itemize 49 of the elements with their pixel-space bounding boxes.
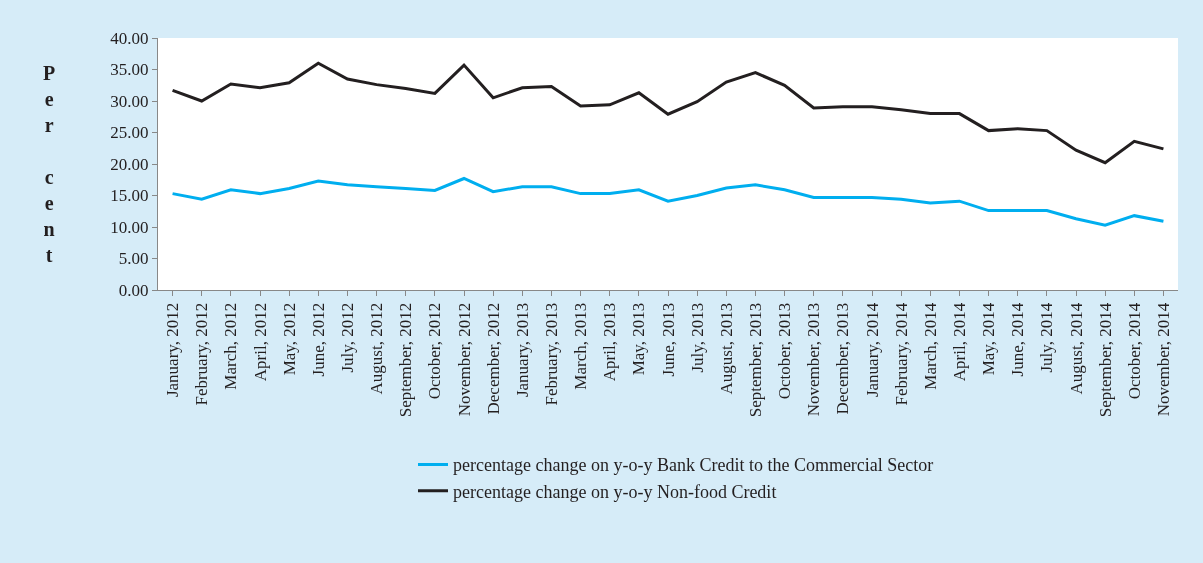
x-tick-label: June, 2014: [1008, 302, 1028, 377]
line-series: [171, 61, 1165, 165]
x-tick-label: February, 2014: [891, 302, 911, 406]
x-tick-label: November, 2014: [1153, 302, 1173, 417]
y-tick-label: 25.00: [110, 123, 149, 143]
x-tick-label: October, 2014: [1124, 302, 1144, 400]
x-tick-label: January, 2012: [163, 302, 183, 398]
x-tick-label: November, 2012: [454, 302, 474, 417]
x-tick-label: January, 2013: [512, 302, 532, 398]
x-tick-label: September, 2013: [745, 302, 765, 418]
y-tick-label: 20.00: [110, 154, 149, 174]
x-tick-label: December, 2013: [833, 302, 853, 415]
x-tick-label: July, 2012: [337, 302, 357, 373]
x-tick-label: November, 2013: [804, 302, 824, 417]
x-tick-label: September, 2012: [396, 302, 416, 418]
y-tick-label: 30.00: [110, 91, 149, 111]
y-tick-label: 0.00: [118, 280, 149, 300]
legend-label: percentage change on y-o-y Non-food Credit: [453, 481, 777, 502]
line-series: [171, 176, 1165, 227]
x-tick-label: May, 2013: [629, 302, 649, 376]
x-tick-label: March, 2013: [571, 302, 591, 390]
x-tick-label: April, 2013: [600, 302, 620, 382]
x-tick-label: July, 2013: [687, 302, 707, 373]
y-tick-label: 15.00: [110, 186, 149, 206]
text: Per cent: [43, 62, 56, 266]
x-tick-label: April, 2014: [949, 302, 969, 382]
x-tick-label: August, 2013: [716, 302, 736, 395]
legend-label: percentage change on y-o-y Bank Credit to the Commercial Sector: [453, 455, 934, 476]
x-tick-label: October, 2013: [775, 302, 795, 400]
x-tick-label: February, 2013: [541, 302, 561, 406]
y-tick-label: 35.00: [110, 60, 149, 80]
x-tick-label: March, 2014: [920, 302, 940, 390]
y-tick-label: 10.00: [110, 217, 149, 237]
x-tick-label: May, 2014: [979, 302, 999, 376]
x-tick-label: January, 2014: [862, 302, 882, 398]
x-tick-label: February, 2012: [192, 302, 212, 406]
x-tick-label: December, 2012: [483, 302, 503, 415]
x-tick-label: June, 2012: [308, 302, 328, 377]
x-tick-label: May, 2012: [279, 302, 299, 376]
x-tick-label: April, 2012: [250, 302, 270, 382]
x-tick-label: September, 2014: [1095, 302, 1115, 418]
y-tick-label: 40.00: [110, 28, 149, 48]
x-tick-label: March, 2012: [221, 302, 241, 390]
x-tick-label: October, 2012: [425, 302, 445, 400]
x-tick-label: June, 2013: [658, 302, 678, 377]
x-tick-label: August, 2014: [1066, 302, 1086, 395]
x-tick-label: August, 2012: [367, 302, 387, 395]
y-tick-label: 5.00: [118, 249, 149, 269]
x-tick-label: July, 2014: [1037, 302, 1057, 373]
